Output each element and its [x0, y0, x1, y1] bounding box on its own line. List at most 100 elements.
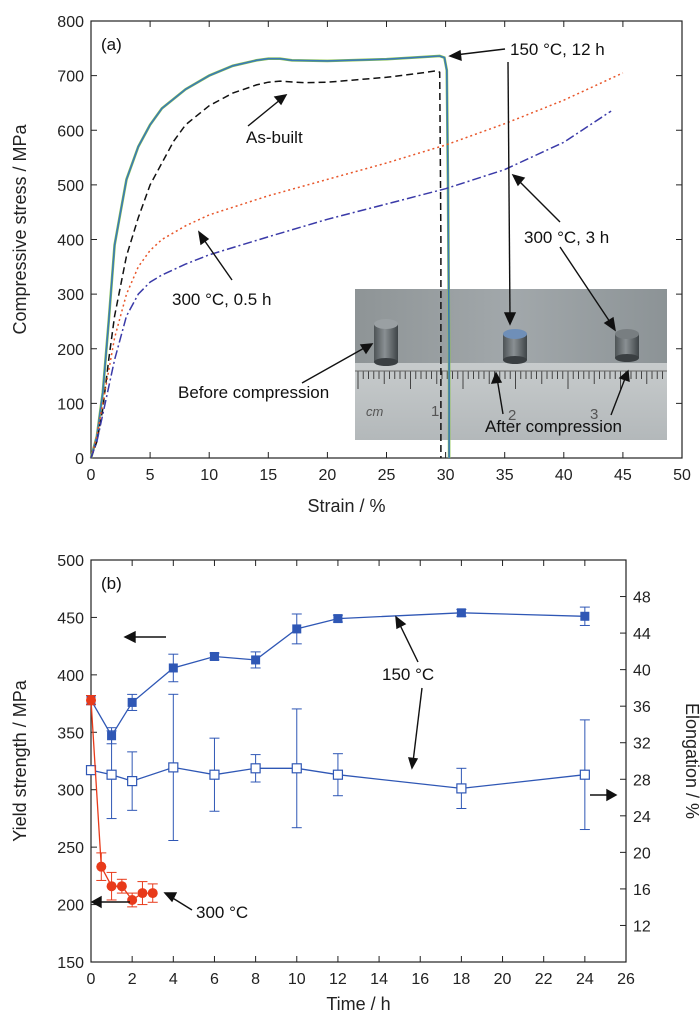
x-tick-label: 15 — [259, 467, 277, 484]
panel-a-arrows — [198, 48, 630, 416]
series-line — [90, 612, 585, 737]
y-tick-label: 200 — [57, 342, 84, 359]
annotation-300C-0-5h: 300 °C, 0.5 h — [172, 290, 271, 309]
x-tick-label: 10 — [288, 971, 306, 988]
y-tick-label: 0 — [75, 451, 84, 468]
data-point — [209, 651, 219, 661]
x-axis-title: Strain / % — [307, 496, 385, 516]
annotation-after-compression: After compression — [485, 417, 622, 436]
data-point — [333, 614, 343, 624]
panel-b-label: (b) — [101, 574, 122, 593]
data-point — [127, 775, 138, 787]
data-point — [332, 769, 344, 780]
x-tick-label: 22 — [535, 971, 553, 988]
x-tick-label: 26 — [617, 971, 635, 988]
x-tick-label: 50 — [673, 467, 691, 484]
y2-axis-title: Elongation / % — [682, 703, 700, 819]
x-tick-label: 24 — [576, 971, 594, 988]
x-tick-label: 18 — [452, 971, 470, 988]
x-tick-label: 45 — [614, 467, 632, 484]
y-tick-label: 600 — [57, 123, 84, 140]
data-point — [579, 769, 590, 780]
y-tick-label: 400 — [57, 668, 84, 685]
data-point — [85, 765, 97, 776]
x-tick-label: 6 — [210, 971, 219, 988]
data-point — [147, 888, 158, 899]
y-tick-label: 300 — [57, 287, 84, 304]
x-tick-label: 16 — [411, 971, 429, 988]
sample-before-compression — [374, 319, 398, 366]
y2-tick-label: 36 — [633, 699, 651, 716]
y-tick-label: 450 — [57, 610, 84, 627]
y-tick-label: 700 — [57, 69, 84, 86]
y-tick-label: 200 — [57, 898, 84, 915]
x-tick-label: 30 — [437, 467, 455, 484]
x-tick-label: 5 — [146, 467, 155, 484]
x-tick-label: 20 — [319, 467, 337, 484]
x-tick-label: 0 — [87, 467, 96, 484]
panel-a: 0 5 10 15 20 25 30 35 40 45 5001002003004005006007… — [10, 14, 691, 516]
data-point — [168, 762, 179, 773]
ruler-number-1: 1 — [431, 403, 439, 420]
x-tick-label: 25 — [378, 467, 396, 484]
y2-tick-label: 12 — [633, 918, 651, 935]
data-point — [127, 894, 138, 905]
x-tick-label: 20 — [494, 971, 512, 988]
panel-b-arrows — [90, 615, 618, 911]
annotation-before-compression: Before compression — [178, 383, 329, 402]
y-tick-label: 800 — [57, 14, 84, 31]
x-tick-label: 0 — [87, 971, 96, 988]
sample-after-300C — [615, 329, 639, 362]
annotation-150C: 150 °C — [382, 665, 434, 684]
annotation-150C-12h: 150 °C, 12 h — [510, 40, 605, 59]
y-tick-label: 250 — [57, 840, 84, 857]
series-line — [90, 55, 450, 459]
series-line — [90, 72, 624, 459]
y2-tick-label: 28 — [633, 772, 651, 789]
x-tick-label: 10 — [200, 467, 218, 484]
data-point — [291, 763, 302, 774]
x-tick-label: 12 — [329, 971, 347, 988]
data-point — [137, 888, 148, 899]
ruler-unit-label: cm — [366, 404, 384, 419]
data-point — [209, 769, 220, 780]
inset-photo: cm 1 2 3 — [355, 289, 667, 440]
panel-b-frame — [90, 559, 627, 963]
data-point — [86, 695, 96, 706]
ruler-number-2: 2 — [508, 407, 516, 424]
y2-tick-label: 48 — [633, 590, 651, 607]
y-tick-label: 150 — [57, 955, 84, 972]
y-axis-title: Yield strength / MPa — [10, 679, 30, 841]
x-axis-title: Time / h — [326, 994, 390, 1014]
data-point — [106, 881, 117, 892]
data-point — [456, 608, 466, 618]
series-line — [90, 110, 612, 459]
data-point — [168, 663, 178, 673]
data-point — [127, 697, 137, 707]
data-point — [251, 655, 261, 665]
y2-tick-label: 40 — [633, 663, 651, 680]
data-point — [250, 763, 261, 774]
data-point — [456, 783, 467, 794]
y2-tick-label: 24 — [633, 809, 651, 826]
x-tick-label: 40 — [555, 467, 573, 484]
data-point — [106, 769, 117, 780]
panel-a-annotations: (a) As-built 150 °C, 12 h 300 °C, 3 h 30… — [101, 35, 622, 436]
annotation-as-built: As-built — [246, 128, 303, 147]
sample-after-150C — [503, 329, 527, 364]
ruler-number-3: 3 — [590, 406, 598, 423]
y-tick-label: 350 — [57, 725, 84, 742]
panel-a-label: (a) — [101, 35, 122, 54]
annotation-300C: 300 °C — [196, 903, 248, 922]
data-point — [292, 624, 302, 634]
y2-tick-label: 32 — [633, 736, 651, 753]
y-tick-label: 500 — [57, 178, 84, 195]
series-line — [90, 69, 442, 459]
y-tick-label: 500 — [57, 553, 84, 570]
y-axis-title: Compressive stress / MPa — [10, 123, 30, 334]
y-tick-label: 300 — [57, 783, 84, 800]
y2-tick-label: 16 — [633, 882, 651, 899]
x-tick-label: 4 — [169, 971, 178, 988]
data-point — [96, 861, 107, 872]
